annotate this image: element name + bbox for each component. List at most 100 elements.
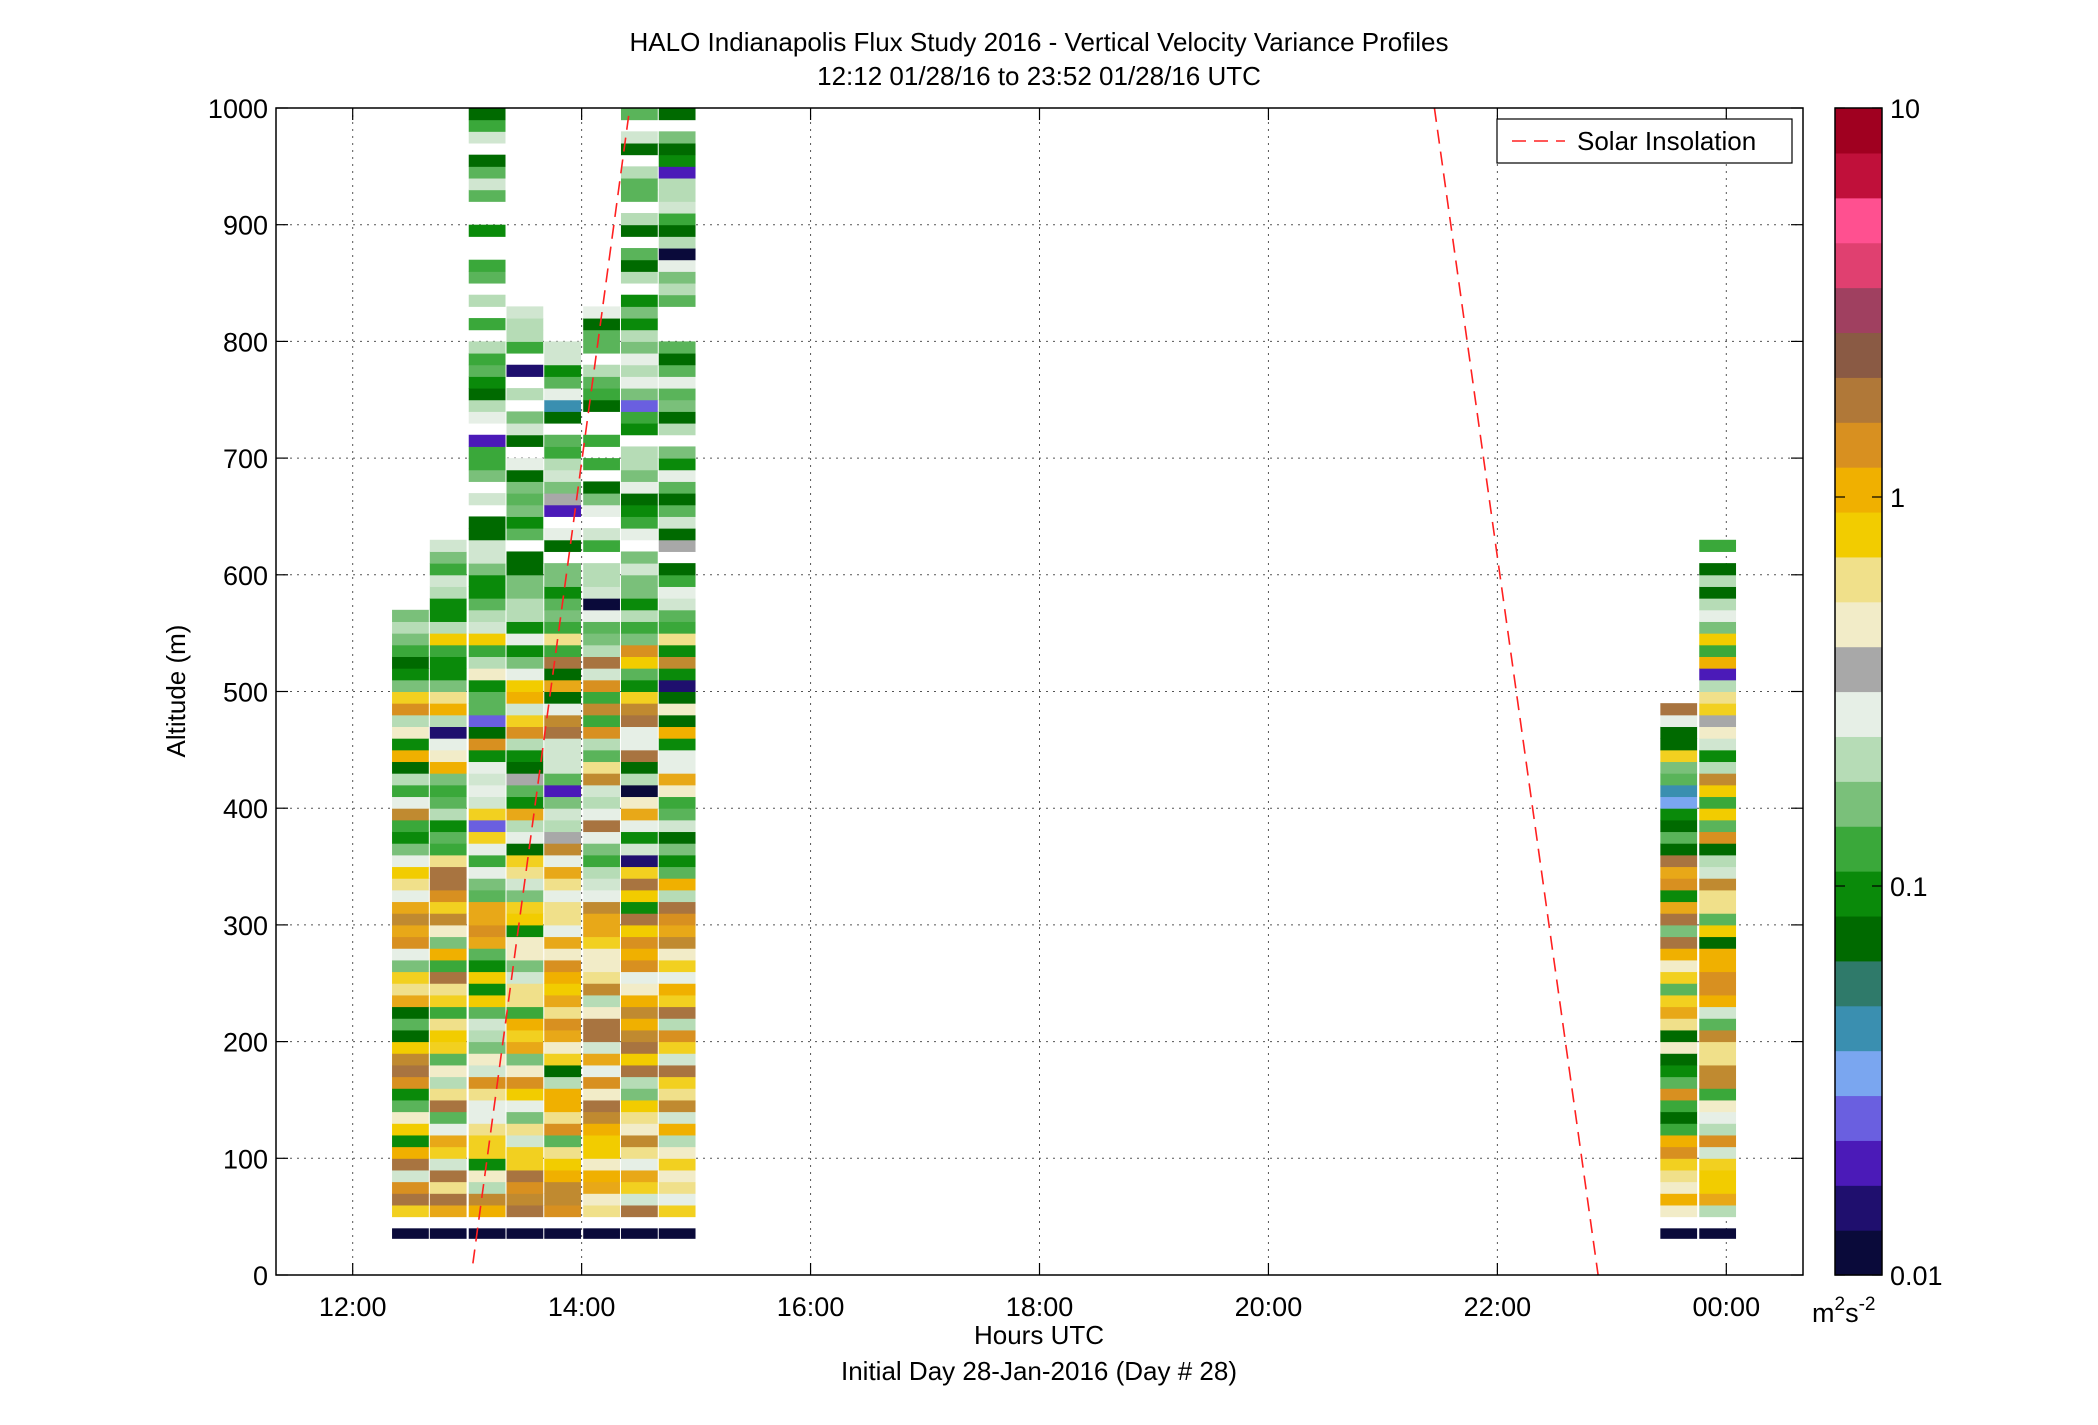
x-tick-label: 00:00 [1693,1292,1761,1322]
heatmap-cell [1699,668,1737,681]
heatmap-cell [544,539,582,552]
heatmap-cell [429,598,467,611]
heatmap-cell [583,574,620,587]
heatmap-cell [429,1076,467,1089]
heatmap-cell [583,1228,620,1239]
heatmap-cell [544,399,582,412]
heatmap-cell [468,633,506,646]
heatmap-cell [1660,866,1698,879]
heatmap-cell [544,703,582,716]
heatmap-cell [658,726,696,739]
heatmap-cell [506,1041,544,1054]
heatmap-cell [468,1099,506,1113]
heatmap-cell [468,714,506,728]
heatmap-cell [620,423,658,436]
heatmap-cell [468,609,506,622]
heatmap-cell [392,889,429,903]
heatmap-cell [658,1134,696,1148]
heatmap-cell [468,154,506,167]
heatmap-cell [506,598,544,611]
heatmap-cell [468,434,506,447]
heatmap-cell [468,598,506,611]
heatmap-cell [468,1193,506,1206]
heatmap-cell [468,703,506,716]
heatmap-cell [1699,1123,1737,1136]
heatmap-cell [583,726,620,739]
heatmap-cell [583,784,620,798]
heatmap-cell [583,749,620,763]
heatmap-cell [506,1146,544,1159]
heatmap-cell [620,901,658,914]
heatmap-cell [658,481,696,494]
heatmap-cell [658,854,696,868]
heatmap-cell [658,644,696,657]
heatmap-cell [1660,889,1698,903]
heatmap-cell [1660,901,1698,914]
heatmap-cell [392,901,429,914]
heatmap-cell [468,1029,506,1043]
heatmap-cell [544,1018,582,1031]
heatmap-cell [658,621,696,634]
heatmap-cell [583,901,620,914]
heatmap-cell [392,924,429,938]
heatmap-cell [544,784,582,798]
heatmap-cell [429,808,467,821]
heatmap-cell [583,434,620,447]
heatmap-cell [658,411,696,424]
heatmap-cell [544,633,582,646]
heatmap-cell [544,691,582,704]
heatmap-cell [506,563,544,576]
heatmap-cell [544,1228,582,1239]
heatmap-cell [658,598,696,611]
heatmap-cell [468,621,506,634]
heatmap-cell [620,703,658,716]
heatmap-cell [583,1064,620,1078]
heatmap-cell [1660,878,1698,891]
heatmap-cell [392,1181,429,1194]
heatmap-cell [506,551,544,564]
heatmap-cell [392,1041,429,1054]
heatmap-cell [658,913,696,926]
heatmap-cell [506,784,544,798]
heatmap-cell [620,1064,658,1078]
heatmap-cell [544,983,582,996]
heatmap-cell [544,493,582,506]
heatmap-cell [544,819,582,833]
heatmap-cell [392,1204,429,1218]
heatmap-cell [620,971,658,984]
heatmap-cell [429,761,467,774]
heatmap-cell [468,341,506,354]
heatmap-cell [620,1193,658,1206]
y-tick-label: 900 [223,211,268,241]
y-tick-label: 100 [223,1144,268,1174]
heatmap-cell [1660,913,1698,926]
heatmap-cell [392,1029,429,1043]
heatmap-cell [544,411,582,424]
heatmap-cell [392,936,429,949]
heatmap-cell [1699,644,1737,657]
heatmap-cell [658,1123,696,1136]
heatmap-cell [1660,1111,1698,1124]
heatmap-cell [658,341,696,354]
x-tick-label: 20:00 [1235,1292,1303,1322]
heatmap-cell [1660,796,1698,809]
heatmap-cell [506,843,544,856]
heatmap-cell [583,843,620,856]
heatmap-cell [544,364,582,377]
heatmap-cell [658,983,696,996]
heatmap-cell [468,866,506,879]
heatmap-cell [1699,761,1737,774]
heatmap-cell [620,551,658,564]
heatmap-cell [506,574,544,587]
heatmap-cell [1699,1018,1737,1031]
heatmap-cell [544,1064,582,1078]
heatmap-cell [429,539,467,552]
heatmap-cell [620,1111,658,1124]
heatmap-cell [429,948,467,961]
heatmap-cell [468,353,506,366]
heatmap-cell [658,633,696,646]
heatmap-cell [1699,1029,1737,1043]
heatmap-cell [506,1193,544,1206]
colorbar-segment [1835,197,1882,244]
heatmap-cell [1660,1204,1698,1218]
